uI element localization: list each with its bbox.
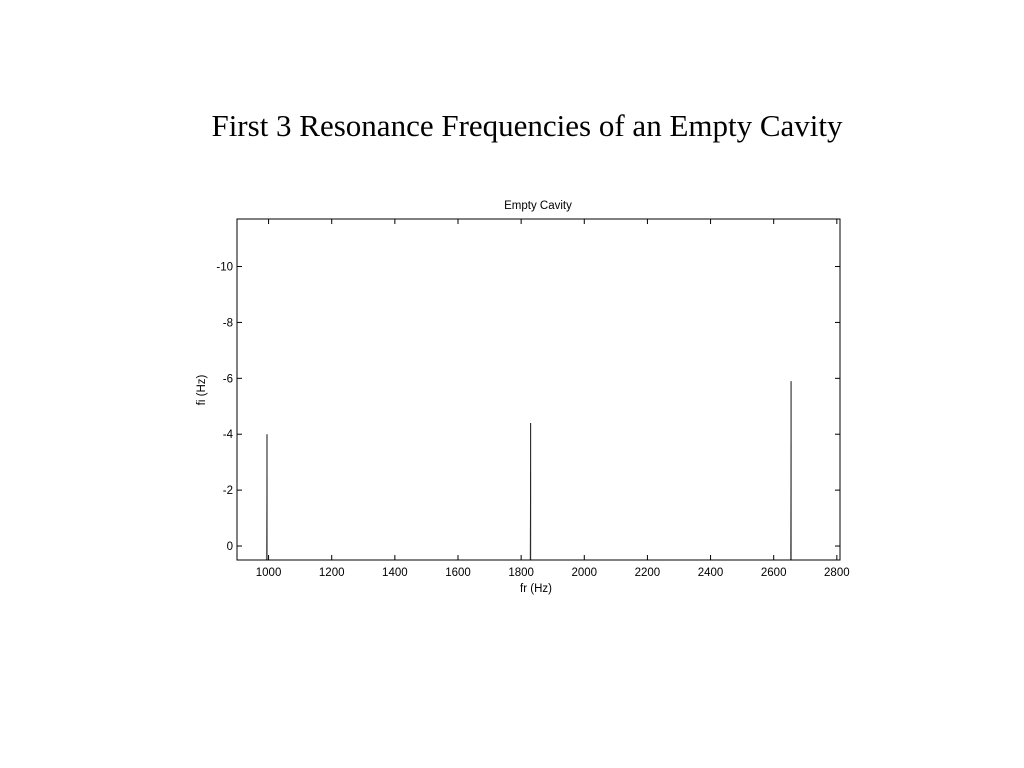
x-axis-ticks: 1000 1200 1400 1600 1800 2000 2200 2400 2600 2800: [256, 219, 850, 579]
x-tick-label: 2800: [824, 567, 850, 579]
x-axis-label: fr (Hz): [520, 583, 552, 595]
y-tick-label: -10: [216, 262, 233, 274]
y-tick-label: -4: [223, 429, 234, 441]
resonance-peak-shade-2: [529, 470, 531, 561]
resonance-peak-shade-1: [265, 478, 268, 561]
x-tick-label: 1400: [382, 567, 408, 579]
x-tick-label: 1000: [256, 567, 282, 579]
x-tick-label: 2200: [635, 567, 661, 579]
plot-frame: [236, 218, 841, 561]
y-axis-label: fi (Hz): [196, 375, 208, 406]
x-tick-label: 1200: [319, 567, 345, 579]
x-tick-label: 1800: [508, 567, 534, 579]
y-tick-label: -2: [223, 485, 233, 497]
x-tick-label: 2600: [761, 567, 787, 579]
resonance-peak-shade-3: [789, 443, 792, 561]
y-tick-label: -6: [223, 373, 233, 385]
x-tick-label: 1600: [445, 567, 471, 579]
y-tick-label: 0: [227, 541, 233, 553]
x-tick-label: 2000: [571, 567, 597, 579]
y-axis-ticks: 0 -2 -4 -6 -8 -10: [216, 262, 840, 553]
slide-title: First 3 Resonance Frequencies of an Empt…: [211, 108, 843, 143]
resonance-peaks: [265, 381, 792, 561]
x-tick-label: 2400: [698, 567, 724, 579]
y-tick-label: -8: [223, 317, 233, 329]
chart-title: Empty Cavity: [504, 200, 572, 212]
